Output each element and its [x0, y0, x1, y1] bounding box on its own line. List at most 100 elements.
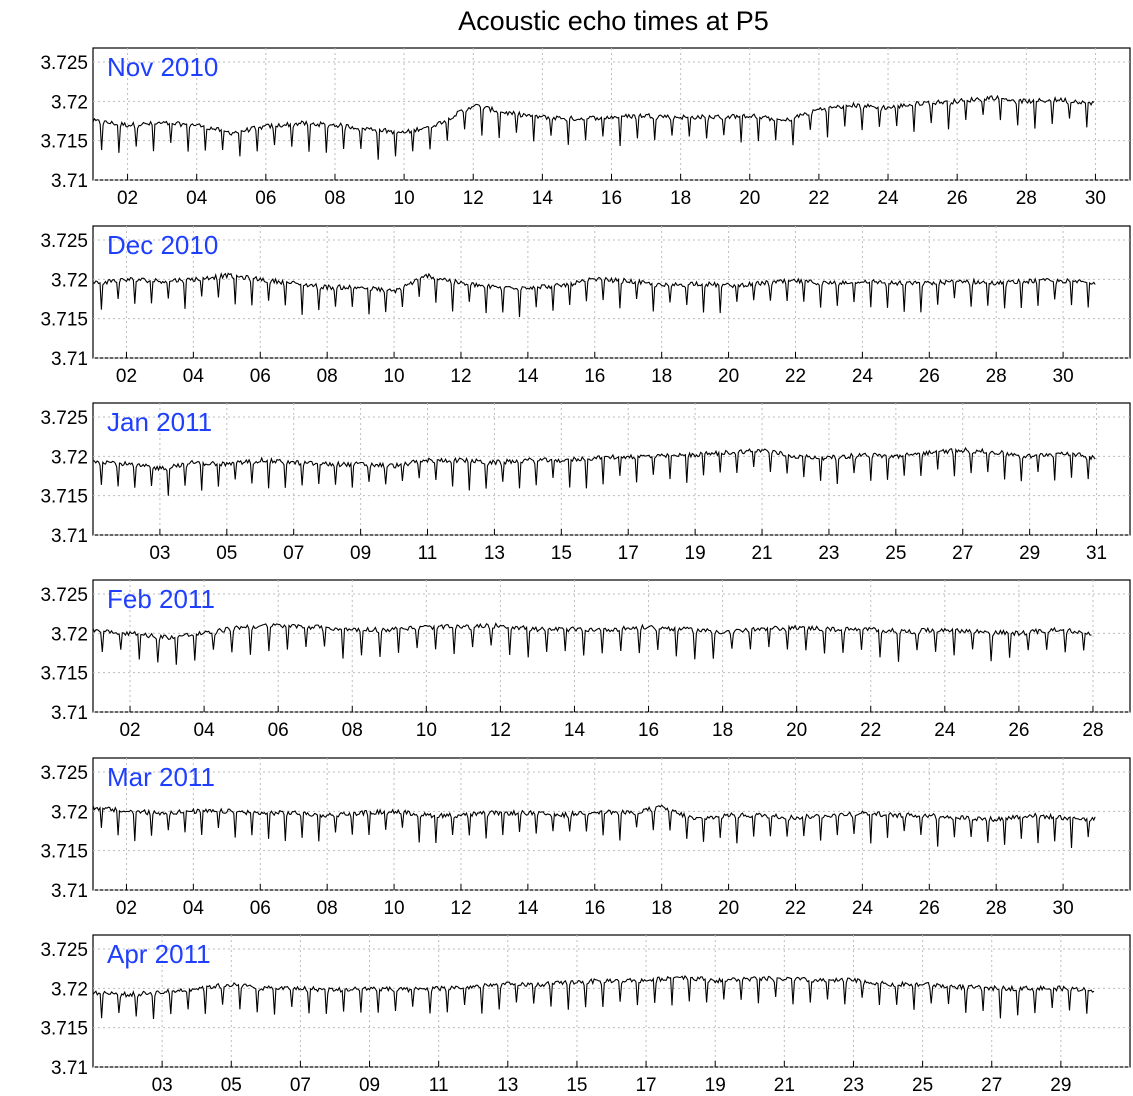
x-tick-label: 09 — [350, 543, 371, 564]
x-tick-label: 14 — [517, 366, 539, 387]
x-tick-label: 11 — [429, 1075, 449, 1096]
x-tick-label: 15 — [566, 1075, 587, 1096]
y-tick-label: 3.715 — [40, 664, 88, 685]
x-tick-label: 04 — [183, 898, 205, 919]
x-tick-label: 06 — [268, 720, 289, 741]
x-tick-label: 23 — [843, 1075, 864, 1096]
x-tick-label: 28 — [986, 898, 1007, 919]
x-tick-label: 11 — [418, 543, 438, 564]
chart-title: Acoustic echo times at P5 — [458, 6, 769, 36]
x-tick-label: 27 — [952, 543, 973, 564]
x-tick-label: 15 — [551, 543, 572, 564]
month-label: Feb 2011 — [107, 584, 215, 614]
x-tick-label: 16 — [601, 188, 622, 209]
x-tick-label: 17 — [635, 1075, 656, 1096]
echo-time-series — [92, 804, 1096, 849]
y-tick-label: 3.71 — [51, 881, 88, 902]
y-tick-label: 3.71 — [51, 1058, 88, 1079]
y-tick-label: 3.71 — [51, 349, 88, 370]
panel-frame — [92, 757, 1131, 891]
x-tick-label: 13 — [497, 1075, 518, 1096]
panel-frame — [92, 579, 1131, 713]
x-tick-label: 18 — [651, 366, 672, 387]
y-tick-label: 3.72 — [51, 979, 88, 1000]
y-tick-label: 3.715 — [40, 132, 88, 153]
x-tick-label: 06 — [250, 366, 271, 387]
x-tick-label: 08 — [324, 188, 345, 209]
echo-time-series — [92, 975, 1095, 1020]
x-tick-label: 04 — [186, 188, 208, 209]
x-tick-label: 25 — [912, 1075, 933, 1096]
x-tick-label: 10 — [383, 366, 404, 387]
x-tick-label: 22 — [808, 188, 829, 209]
x-tick-label: 07 — [290, 1075, 311, 1096]
x-tick-label: 20 — [718, 898, 739, 919]
y-tick-label: 3.715 — [40, 310, 88, 331]
x-tick-label: 14 — [517, 898, 539, 919]
x-tick-label: 16 — [584, 898, 605, 919]
x-tick-label: 25 — [885, 543, 906, 564]
x-tick-label: 26 — [947, 188, 968, 209]
x-tick-label: 26 — [919, 898, 940, 919]
x-tick-label: 27 — [981, 1075, 1002, 1096]
y-tick-label: 3.715 — [40, 487, 88, 508]
x-tick-label: 06 — [250, 898, 271, 919]
x-tick-label: 22 — [785, 898, 806, 919]
x-tick-label: 18 — [712, 720, 733, 741]
x-tick-label: 20 — [718, 366, 739, 387]
x-tick-label: 28 — [1016, 188, 1037, 209]
y-tick-label: 3.72 — [51, 624, 88, 645]
panel-1: 3.725 3.72 3.715 3.71 02 04 06 08 10 12 14 16 18 20 22… — [40, 225, 1131, 387]
y-tick-label: 3.725 — [40, 408, 88, 429]
panel-4: 3.725 3.72 3.715 3.71 02 04 06 08 10 12 14 16 18 20 22… — [40, 757, 1131, 919]
x-tick-label: 12 — [450, 898, 471, 919]
x-tick-label: 20 — [786, 720, 807, 741]
x-tick-label: 14 — [532, 188, 554, 209]
x-tick-label: 31 — [1086, 543, 1107, 564]
month-label: Jan 2011 — [107, 407, 212, 437]
y-tick-label: 3.715 — [40, 842, 88, 863]
x-tick-label: 17 — [618, 543, 639, 564]
x-tick-label: 02 — [117, 188, 138, 209]
x-tick-label: 08 — [317, 898, 338, 919]
y-tick-label: 3.72 — [51, 447, 88, 468]
panel-frame — [92, 402, 1131, 536]
x-tick-label: 24 — [877, 188, 899, 209]
x-tick-label: 08 — [317, 366, 338, 387]
y-tick-label: 3.725 — [40, 940, 88, 961]
x-tick-label: 05 — [216, 543, 237, 564]
x-tick-label: 29 — [1019, 543, 1040, 564]
x-tick-label: 20 — [739, 188, 760, 209]
y-tick-label: 3.72 — [51, 802, 88, 823]
month-label: Mar 2011 — [107, 762, 215, 792]
x-tick-label: 30 — [1053, 366, 1074, 387]
x-tick-label: 04 — [194, 720, 216, 741]
x-tick-label: 02 — [116, 366, 137, 387]
x-tick-label: 12 — [463, 188, 484, 209]
x-tick-label: 13 — [484, 543, 505, 564]
y-tick-label: 3.725 — [40, 231, 88, 252]
x-tick-label: 16 — [584, 366, 605, 387]
echo-time-series — [92, 622, 1092, 665]
x-tick-label: 24 — [852, 898, 874, 919]
x-tick-label: 26 — [919, 366, 940, 387]
panel-frame — [92, 225, 1131, 359]
panel-3: 3.725 3.72 3.715 3.71 02 04 06 08 10 12 14 16 18 20 22… — [40, 579, 1131, 741]
x-tick-label: 30 — [1085, 188, 1106, 209]
month-label: Nov 2010 — [107, 52, 218, 82]
x-tick-label: 19 — [685, 543, 706, 564]
x-tick-label: 03 — [149, 543, 170, 564]
month-label: Dec 2010 — [107, 230, 218, 260]
y-tick-label: 3.72 — [51, 270, 88, 291]
panel-frame — [92, 934, 1131, 1068]
x-tick-label: 10 — [394, 188, 415, 209]
x-tick-label: 21 — [751, 543, 772, 564]
panel-2: 3.725 3.72 3.715 3.71 03 05 07 09 11 13 15 17 19 21 23… — [40, 402, 1131, 564]
x-tick-label: 04 — [183, 366, 205, 387]
x-tick-label: 02 — [119, 720, 140, 741]
y-tick-label: 3.71 — [51, 171, 88, 192]
x-tick-label: 07 — [283, 543, 304, 564]
y-tick-label: 3.725 — [40, 53, 88, 74]
y-tick-label: 3.725 — [40, 585, 88, 606]
